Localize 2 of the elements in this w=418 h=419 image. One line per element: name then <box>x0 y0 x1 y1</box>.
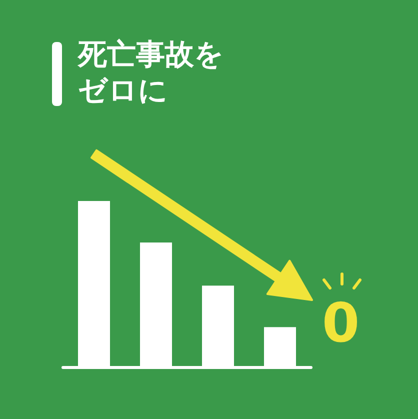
text: 0 <box>322 292 360 354</box>
chart-title: 死亡事故をゼロに <box>78 36 225 108</box>
